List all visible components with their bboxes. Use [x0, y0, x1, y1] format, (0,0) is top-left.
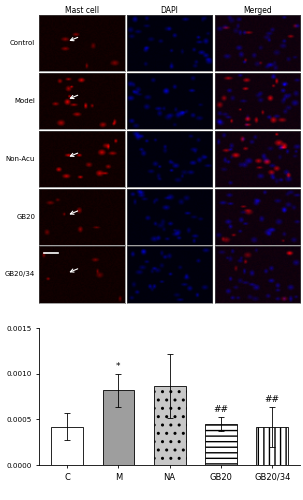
Title: Mast cell: Mast cell [65, 6, 99, 15]
Bar [205, 424, 237, 465]
Bar [51, 426, 83, 465]
Text: ##: ## [265, 396, 280, 404]
Text: *: * [116, 362, 121, 372]
Y-axis label: Non-Acu: Non-Acu [6, 156, 35, 162]
Title: Merged: Merged [243, 6, 272, 15]
Title: DAPI: DAPI [161, 6, 178, 15]
Y-axis label: Model: Model [14, 98, 35, 104]
Bar [154, 386, 185, 465]
Y-axis label: Control: Control [10, 40, 35, 46]
Bar [102, 390, 134, 465]
Text: ##: ## [213, 406, 228, 414]
Bar [256, 426, 288, 465]
Y-axis label: GB20/34: GB20/34 [5, 272, 35, 278]
Y-axis label: GB20: GB20 [16, 214, 35, 220]
